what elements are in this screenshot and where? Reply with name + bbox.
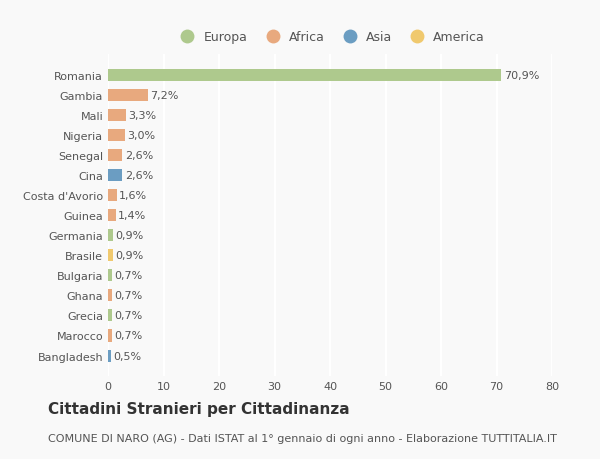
Text: 0,9%: 0,9% xyxy=(115,231,143,241)
Text: 0,7%: 0,7% xyxy=(114,311,142,321)
Bar xyxy=(108,150,122,162)
Bar xyxy=(108,110,127,122)
Text: 1,4%: 1,4% xyxy=(118,211,146,221)
Text: 70,9%: 70,9% xyxy=(504,71,539,81)
Bar xyxy=(108,230,113,242)
Text: 0,7%: 0,7% xyxy=(114,271,142,281)
Text: 2,6%: 2,6% xyxy=(125,171,153,181)
Text: 1,6%: 1,6% xyxy=(119,191,147,201)
Text: 0,7%: 0,7% xyxy=(114,331,142,341)
Bar xyxy=(108,90,148,102)
Bar xyxy=(108,250,113,262)
Text: 0,9%: 0,9% xyxy=(115,251,143,261)
Text: 3,0%: 3,0% xyxy=(127,131,155,141)
Bar xyxy=(108,270,112,282)
Bar xyxy=(108,170,122,182)
Text: Cittadini Stranieri per Cittadinanza: Cittadini Stranieri per Cittadinanza xyxy=(48,401,350,416)
Text: 3,3%: 3,3% xyxy=(128,111,157,121)
Bar xyxy=(108,310,112,322)
Legend: Europa, Africa, Asia, America: Europa, Africa, Asia, America xyxy=(170,26,490,49)
Bar xyxy=(108,330,112,342)
Bar xyxy=(108,190,117,202)
Bar xyxy=(108,130,125,142)
Bar xyxy=(108,210,116,222)
Text: 0,5%: 0,5% xyxy=(113,351,141,361)
Bar xyxy=(108,350,111,362)
Bar xyxy=(108,290,112,302)
Text: 7,2%: 7,2% xyxy=(150,91,179,101)
Bar xyxy=(108,70,502,82)
Text: 2,6%: 2,6% xyxy=(125,151,153,161)
Text: 0,7%: 0,7% xyxy=(114,291,142,301)
Text: COMUNE DI NARO (AG) - Dati ISTAT al 1° gennaio di ogni anno - Elaborazione TUTTI: COMUNE DI NARO (AG) - Dati ISTAT al 1° g… xyxy=(48,433,557,442)
